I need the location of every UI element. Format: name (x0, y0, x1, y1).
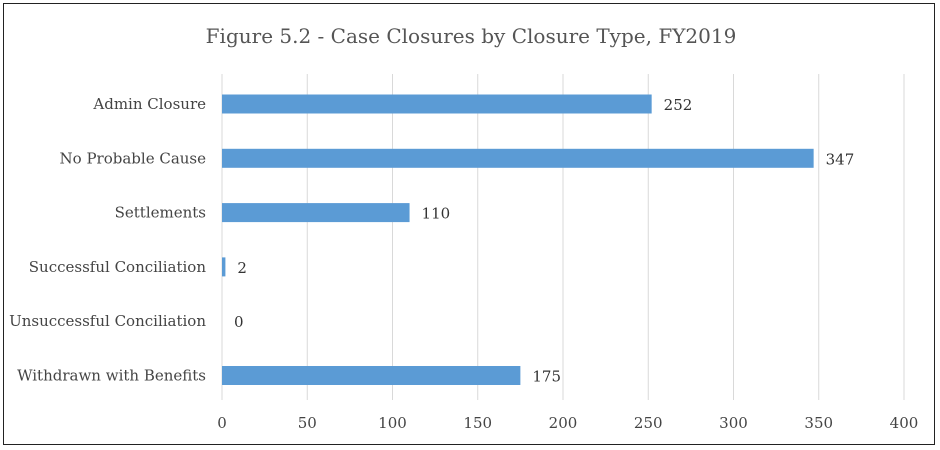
data-label: 347 (826, 150, 855, 168)
category-label: Unsuccessful Conciliation (9, 312, 206, 330)
chart-frame: Figure 5.2 - Case Closures by Closure Ty… (3, 3, 935, 445)
x-tick-label: 350 (804, 414, 833, 432)
x-tick-label: 400 (890, 414, 919, 432)
grid-layer (221, 74, 905, 400)
x-tick-label: 150 (463, 414, 492, 432)
bar (222, 257, 226, 277)
bar (222, 366, 521, 385)
data-label: 110 (422, 205, 451, 223)
chart-canvas: Figure 5.2 - Case Closures by Closure Ty… (9, 24, 918, 432)
tick-layer: 0 50 100 150 200 250 300 350 400 (217, 414, 918, 432)
category-label: Withdrawn with Benefits (17, 367, 206, 385)
bar-layer (222, 94, 814, 385)
category-label: Settlements (115, 204, 206, 222)
x-tick-label: 0 (217, 414, 227, 432)
data-label: 175 (532, 368, 561, 386)
data-label: 0 (234, 313, 244, 331)
x-tick-label: 200 (549, 414, 578, 432)
data-label: 252 (664, 96, 693, 114)
category-label: Successful Conciliation (29, 258, 207, 276)
x-tick-label: 300 (719, 414, 748, 432)
x-tick-label: 100 (378, 414, 407, 432)
data-label: 2 (237, 259, 247, 277)
bar (222, 203, 410, 223)
x-tick-label: 50 (298, 414, 317, 432)
label-layer: Admin Closure 252 No Probable Cause 347 Sett… (9, 95, 854, 386)
x-tick-label: 250 (634, 414, 663, 432)
bar (222, 94, 652, 114)
chart-title: Figure 5.2 - Case Closures by Closure Ty… (206, 24, 737, 48)
bar (222, 148, 814, 168)
category-label: No Probable Cause (60, 149, 207, 167)
category-label: Admin Closure (92, 95, 206, 113)
